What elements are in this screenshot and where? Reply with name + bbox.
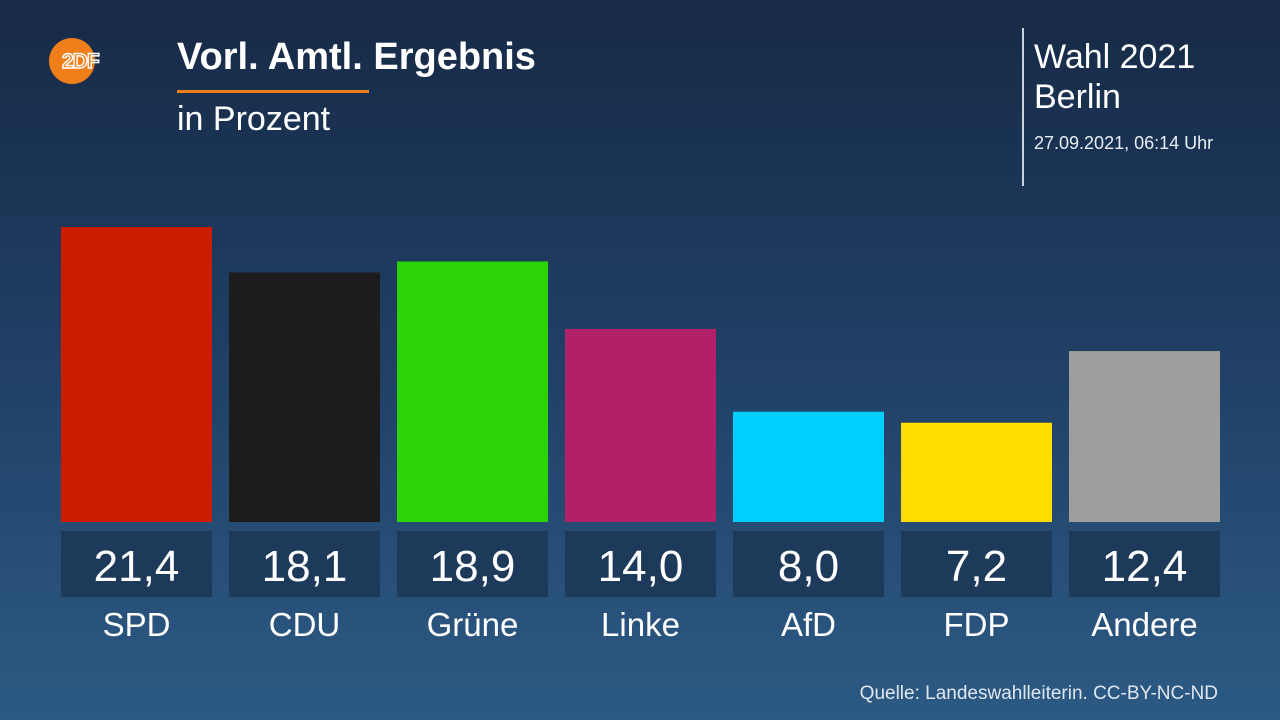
value-label-spd: 21,4 — [94, 542, 180, 591]
category-label-cdu: CDU — [269, 606, 341, 643]
value-box-cdu — [229, 531, 380, 597]
value-label-linke: 14,0 — [598, 542, 684, 591]
election-region: Berlin — [1034, 78, 1121, 116]
category-label-linke: Linke — [601, 606, 680, 643]
value-box-linke — [565, 531, 716, 597]
category-label-fdp: FDP — [944, 606, 1010, 643]
bar-spd — [61, 227, 212, 522]
value-box-spd — [61, 531, 212, 597]
chart-title: Vorl. Amtl. Ergebnis — [177, 36, 536, 78]
zdf-logo-circle — [49, 38, 95, 84]
bar-linke — [565, 329, 716, 522]
bar-afd — [733, 411, 884, 522]
election-name: Wahl 2021 — [1034, 38, 1196, 76]
category-label-andere: Andere — [1091, 606, 1197, 643]
value-box-gruene — [397, 531, 548, 597]
value-label-fdp: 7,2 — [946, 542, 1007, 591]
value-box-afd — [733, 531, 884, 597]
zdf-logo: 2DF — [49, 38, 102, 84]
source-note: Quelle: Landeswahlleiterin. CC-BY-NC-ND — [859, 683, 1218, 704]
chart-subtitle: in Prozent — [177, 100, 331, 138]
bar-andere — [1069, 351, 1220, 522]
value-box-fdp — [901, 531, 1052, 597]
value-label-gruene: 18,9 — [430, 542, 516, 591]
category-label-spd: SPD — [103, 606, 171, 643]
category-label-gruene: Grüne — [427, 606, 519, 643]
value-box-andere — [1069, 531, 1220, 597]
zdf-logo-text: 2DF — [62, 50, 100, 73]
bar-gruene — [397, 261, 548, 522]
info-divider — [1022, 28, 1024, 186]
bar-fdp — [901, 422, 1052, 522]
timestamp: 27.09.2021, 06:14 Uhr — [1034, 133, 1214, 153]
category-label-afd: AfD — [781, 606, 836, 643]
value-label-afd: 8,0 — [778, 542, 839, 591]
title-underline — [177, 90, 369, 93]
value-label-cdu: 18,1 — [262, 542, 348, 591]
value-label-andere: 12,4 — [1102, 542, 1188, 591]
bar-cdu — [229, 272, 380, 522]
